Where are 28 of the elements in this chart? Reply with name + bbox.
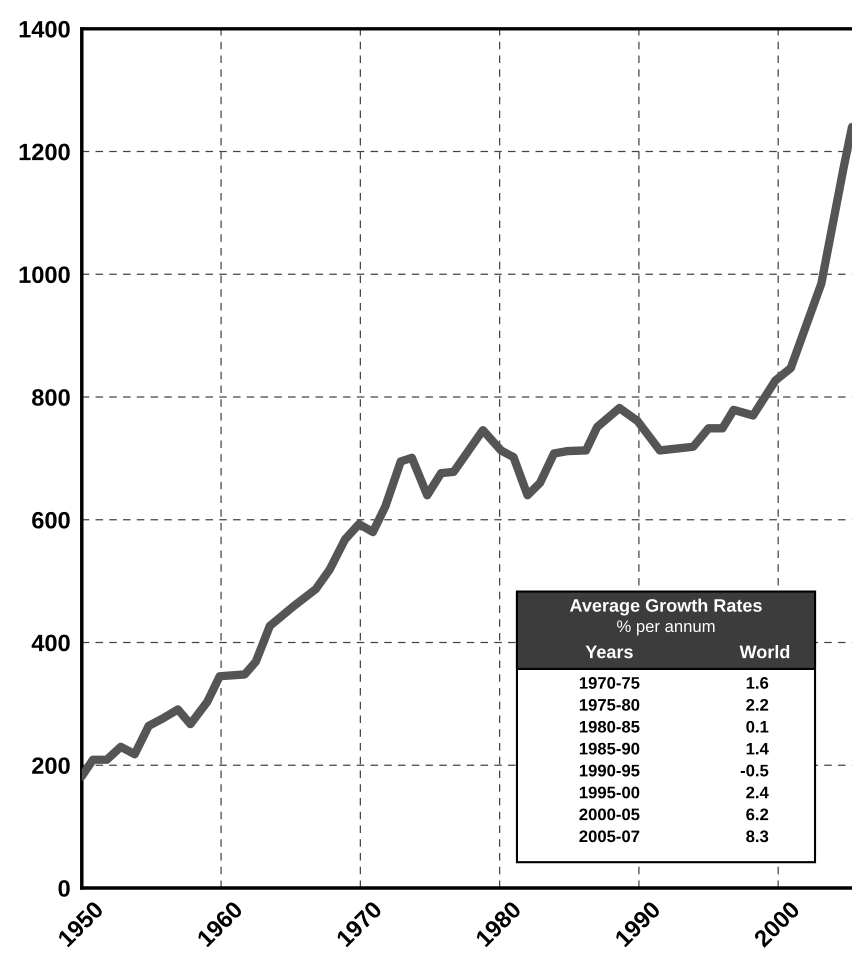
annotation: 2000-05: [579, 808, 640, 820]
annotation: 0.1: [746, 720, 768, 733]
y-tick-label: 1200: [20, 144, 70, 160]
annotation: 1975-80: [580, 698, 640, 711]
annotation: 1990-95: [580, 764, 640, 776]
annotation: 2005-07: [579, 830, 640, 842]
y-tick-label: 600: [32, 512, 70, 529]
annotation: 2.4: [746, 786, 769, 798]
annotation: World: [740, 645, 790, 658]
annotation: 1985-90: [580, 742, 640, 755]
y-tick-label: 1400: [20, 20, 70, 38]
y-tick-label: 1000: [20, 266, 70, 284]
y-tick-label: 800: [32, 389, 70, 406]
annotation: Years: [586, 646, 633, 658]
annotation: 1970-75: [580, 677, 640, 689]
annotation: -0.5: [740, 764, 768, 776]
annotation: % per annum: [617, 620, 714, 636]
annotation: Average Growth Rates: [570, 598, 762, 616]
y-tick-label: 0: [58, 880, 70, 897]
annotation: 1.6: [746, 677, 768, 689]
annotation: 1.4: [746, 742, 769, 754]
y-tick-label: 200: [32, 757, 70, 774]
annotation: 1995-00: [580, 786, 640, 798]
annotation: 1980-85: [580, 720, 640, 733]
annotation: 2.2: [746, 698, 768, 711]
annotation: 8.3: [746, 830, 768, 842]
annotation: 6.2: [746, 808, 768, 820]
y-tick-label: 400: [32, 634, 70, 652]
